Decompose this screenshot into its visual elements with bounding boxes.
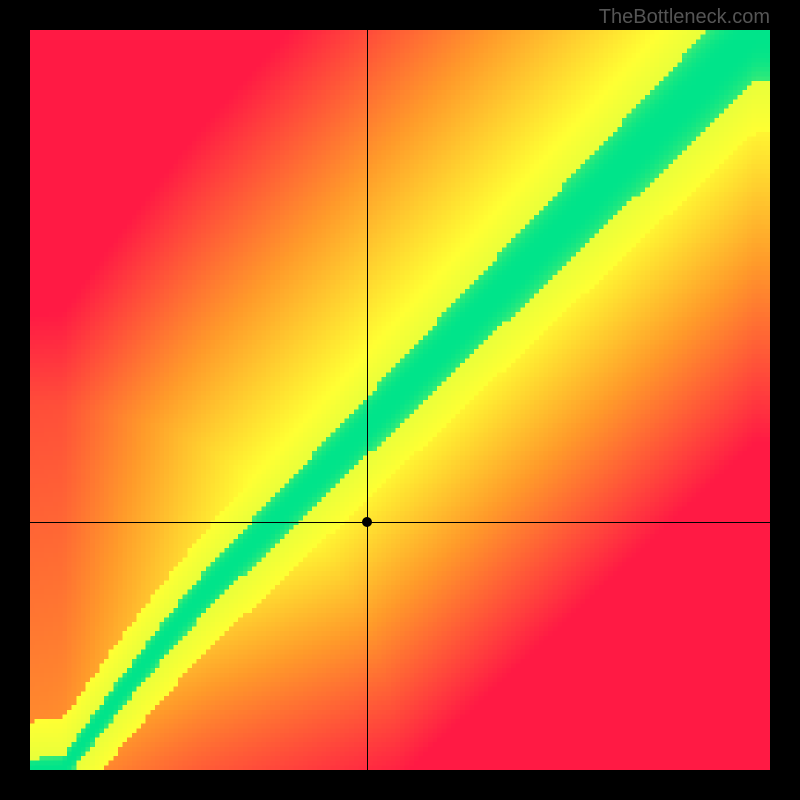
crosshair-horizontal [30, 522, 770, 523]
heatmap-canvas [30, 30, 770, 770]
plot-area [30, 30, 770, 770]
crosshair-vertical [367, 30, 368, 770]
figure-container: TheBottleneck.com [0, 0, 800, 800]
watermark-text: TheBottleneck.com [599, 6, 770, 29]
crosshair-marker [362, 517, 372, 527]
